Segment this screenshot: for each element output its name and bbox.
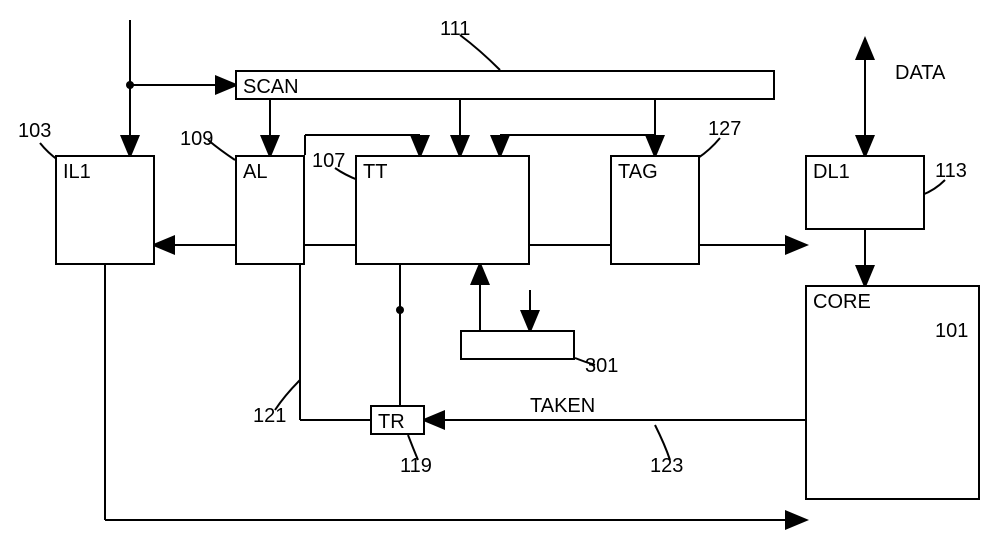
ref-il1: 103 xyxy=(18,120,51,143)
block-il1: IL1 xyxy=(55,155,155,265)
ref-core: 101 xyxy=(935,320,968,343)
block-tt: TT xyxy=(355,155,530,265)
block-tag: TAG xyxy=(610,155,700,265)
block-b301 xyxy=(460,330,575,360)
ref-tr: 119 xyxy=(400,455,432,478)
block-dl1: DL1 xyxy=(805,155,925,230)
ref-al: 109 xyxy=(180,128,213,151)
ref-dl1: 113 xyxy=(935,160,967,183)
ref-121: 121 xyxy=(253,405,286,428)
ref-tt: 107 xyxy=(312,150,345,173)
label-data: DATA xyxy=(895,62,945,85)
ref-123: 123 xyxy=(650,455,683,478)
block-tr: TR xyxy=(370,405,425,435)
block-scan: SCAN xyxy=(235,70,775,100)
block-al: AL xyxy=(235,155,305,265)
ref-tag: 127 xyxy=(708,118,741,141)
label-taken: TAKEN xyxy=(530,395,595,418)
ref-b301: 301 xyxy=(585,355,618,378)
block-core: CORE xyxy=(805,285,980,500)
ref-scan: 111 xyxy=(440,18,470,41)
